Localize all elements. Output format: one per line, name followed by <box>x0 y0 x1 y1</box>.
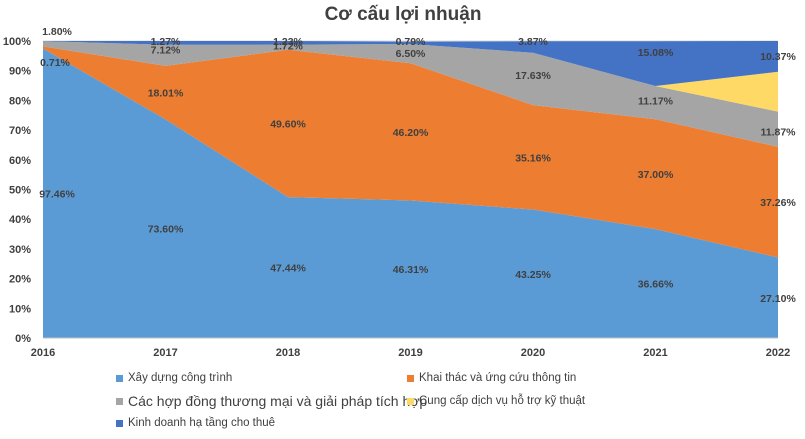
area-series-4 <box>43 41 778 87</box>
y-tick-label: 20% <box>9 274 31 286</box>
legend-swatch-khai-thac <box>407 374 414 382</box>
data-label: 1.27% <box>151 36 181 48</box>
y-tick-label: 50% <box>9 185 31 197</box>
data-label: 43.25% <box>515 269 551 281</box>
data-label: 6.50% <box>396 48 426 60</box>
data-label: 0.79% <box>396 36 426 48</box>
data-label: 7.12% <box>151 44 181 56</box>
data-label: 0.71% <box>40 57 70 69</box>
y-tick-label: 70% <box>9 125 31 137</box>
legend-label-khai-thac: Khai thác và ứng cứu thông tin <box>419 372 577 384</box>
legend-label-dich-vu: Cung cấp dịch vụ hỗ trợ kỹ thuật <box>419 395 586 407</box>
y-tick-label: 90% <box>9 66 31 78</box>
data-label: 37.00% <box>638 169 674 181</box>
data-label: 37.26% <box>760 197 796 209</box>
data-label: 11.17% <box>638 95 674 107</box>
data-label: 1.80% <box>42 26 72 38</box>
data-label: 17.63% <box>515 70 551 82</box>
data-label: 35.16% <box>515 152 551 164</box>
legend-swatch-xay-dung <box>116 374 123 382</box>
x-tick-label: 2016 <box>31 347 55 359</box>
data-label: 49.60% <box>270 118 306 130</box>
data-label: 18.01% <box>148 88 184 100</box>
data-label: 27.10% <box>760 293 796 305</box>
data-label: 36.66% <box>638 279 674 291</box>
legend-swatch-dich-vu <box>407 397 414 405</box>
data-label: 47.44% <box>270 263 306 275</box>
y-tick-label: 100% <box>3 36 31 48</box>
y-tick-label: 0% <box>15 333 31 345</box>
y-tick-label: 30% <box>9 244 31 256</box>
x-tick-label: 2022 <box>766 347 790 359</box>
legend-item-ha-tang: Kinh doanh hạ tầng cho thuê <box>116 417 275 429</box>
data-label: 46.31% <box>393 264 429 276</box>
chart-title: Cơ cấu lợi nhuận <box>324 4 482 25</box>
legend-label-hop-dong: Các hợp đồng thương mại và giải pháp tíc… <box>128 393 428 409</box>
data-label: 97.46% <box>39 188 75 200</box>
legend-item-dich-vu: Cung cấp dịch vụ hỗ trợ kỹ thuật <box>407 395 585 407</box>
y-tick-label: 60% <box>9 155 31 167</box>
data-label: 11.87% <box>760 127 796 139</box>
x-tick-label: 2017 <box>153 347 177 359</box>
y-tick-label: 40% <box>9 214 31 226</box>
data-label: 10.37% <box>760 51 796 63</box>
x-tick-label: 2021 <box>643 347 667 359</box>
data-label: 1.72% <box>273 40 303 52</box>
legend-swatch-ha-tang <box>116 419 123 427</box>
legend-label-xay-dung: Xây dựng công trình <box>128 372 233 384</box>
y-tick-label: 80% <box>9 95 31 107</box>
data-label: 73.60% <box>148 224 184 236</box>
legend-swatch-hop-dong <box>116 397 123 405</box>
data-label: 3.87% <box>518 36 548 48</box>
legend-item-xay-dung: Xây dựng công trình <box>116 372 232 384</box>
area-series-0 <box>43 48 778 339</box>
legend-item-hop-dong: Các hợp đồng thương mại và giải pháp tíc… <box>116 393 427 409</box>
data-label: 15.08% <box>638 47 674 59</box>
area-series-2 <box>43 41 778 147</box>
area-series-1 <box>43 46 778 258</box>
legend-label-ha-tang: Kinh doanh hạ tầng cho thuê <box>128 417 276 429</box>
x-tick-label: 2019 <box>398 347 422 359</box>
y-tick-label: 10% <box>9 303 31 315</box>
data-label: 46.20% <box>393 127 429 139</box>
data-label: 1.23% <box>273 36 303 48</box>
legend-item-khai-thac: Khai thác và ứng cứu thông tin <box>407 372 576 384</box>
x-tick-label: 2020 <box>521 347 545 359</box>
x-tick-label: 2018 <box>276 347 300 359</box>
